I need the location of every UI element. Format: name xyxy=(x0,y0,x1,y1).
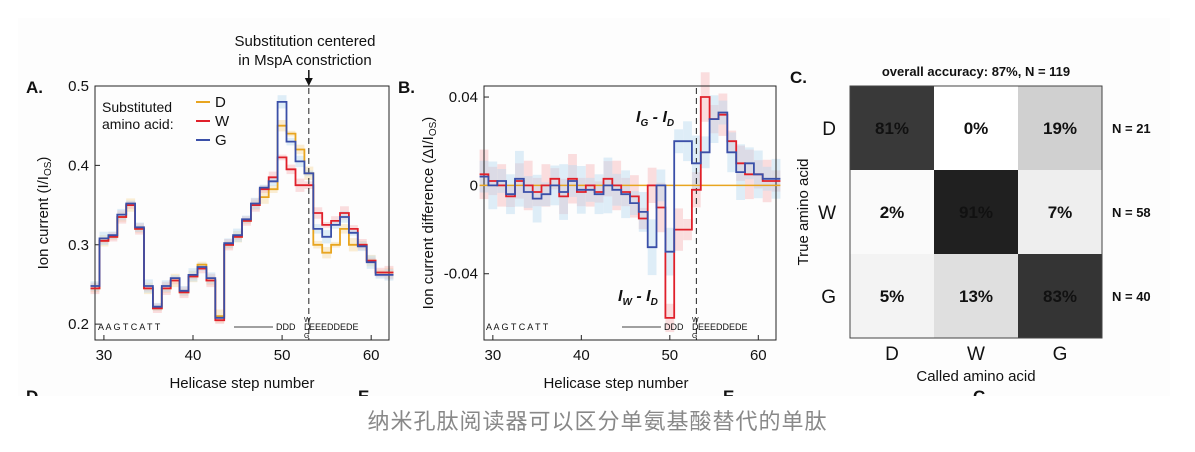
heatmap-cell-label: 0% xyxy=(964,119,989,138)
heatmap-row-count: N = 40 xyxy=(1112,289,1151,304)
panel-a-ytick-label: 0.5 xyxy=(68,78,89,95)
panel-a-sequence-mid: DDD xyxy=(276,322,296,332)
heatmap-frame xyxy=(849,85,1103,339)
panel-c-letter: C. xyxy=(790,68,807,87)
panel-a-sequence-right: EEEDDEDE xyxy=(309,322,359,332)
panel-b-line-g xyxy=(479,111,781,253)
panel-b-sequence-left: A A G T C A T T xyxy=(486,322,549,332)
heatmap-row-label: G xyxy=(821,287,836,308)
annotation-line-2: in MspA constriction xyxy=(238,52,371,69)
panel-b-ylabel: Ion current difference (ΔI/IOS) xyxy=(420,117,439,310)
panel-b-xlabel: Helicase step number xyxy=(543,375,688,392)
heatmap-cell xyxy=(850,170,934,254)
heatmap-cell xyxy=(1018,254,1102,338)
heatmap-col-label: W xyxy=(967,344,985,365)
panel-a-sub-g: G xyxy=(304,333,309,340)
panel-a-xtick-label: 30 xyxy=(96,347,113,364)
annotation-line-1: Substitution centered xyxy=(235,33,376,50)
heatmap-row-count: N = 21 xyxy=(1112,121,1151,136)
panel-a-sub-w: W xyxy=(304,317,311,324)
heatmap-row-label: D xyxy=(822,119,836,140)
panel-b-xtick-label: 40 xyxy=(573,347,590,364)
heatmap-cell xyxy=(1018,170,1102,254)
panel-b-frame xyxy=(483,85,777,341)
panel-b-sequence-right: EEEDDEDE xyxy=(698,322,748,332)
heatmap-cell-label: 19% xyxy=(1043,119,1077,138)
heatmap-cell-label: 13% xyxy=(959,287,993,306)
heatmap-cell-label: 7% xyxy=(1048,203,1073,222)
heatmap-row-count: N = 58 xyxy=(1112,205,1151,220)
panel-a-legend-label: G xyxy=(215,132,227,149)
heatmap-cell xyxy=(934,170,1018,254)
panel-b-letter: B. xyxy=(398,78,415,97)
cut-letter-e: E xyxy=(358,387,369,396)
panel-b-sub-d: D xyxy=(692,322,699,332)
heatmap-cell-label: 83% xyxy=(1043,287,1077,306)
figure-caption: 纳米孔肽阅读器可以区分单氨基酸替代的单肽 xyxy=(367,410,828,435)
cut-letter-d: D xyxy=(26,387,38,396)
panel-a-xtick-label: 60 xyxy=(363,347,380,364)
panel-a-sub-d: D xyxy=(304,322,311,332)
heatmap-col-label: G xyxy=(1053,344,1068,365)
heatmap-cell xyxy=(934,254,1018,338)
heatmap-cell-label: 81% xyxy=(875,119,909,138)
panel-a-ytick-label: 0.2 xyxy=(68,316,89,333)
panel-b-ytick-label: 0.04 xyxy=(449,89,478,106)
panel-c-xlabel: Called amino acid xyxy=(916,368,1035,385)
heatmap-cell xyxy=(850,86,934,170)
panel-a-letter: A. xyxy=(26,78,43,97)
panel-a-ytick-label: 0.3 xyxy=(68,237,89,254)
panel-b-sub-g: G xyxy=(692,333,697,340)
panel-b-label-g: IG - ID xyxy=(636,109,674,129)
heatmap-cell xyxy=(934,86,1018,170)
panel-b-xtick-label: 30 xyxy=(485,347,502,364)
panel-a-ylabel: Ion current (I/IOS) xyxy=(35,157,54,270)
heatmap-cell xyxy=(850,254,934,338)
panel-a-legend-title: amino acid: xyxy=(102,116,174,132)
panel-b-label-w: IW - ID xyxy=(618,288,658,308)
panel-a-legend-label: W xyxy=(215,113,230,130)
heatmap-cell-label: 2% xyxy=(880,203,905,222)
figure-card: A. 0.2 0.3 0.4 0.5 30 40 50 60 Ion current (I/IOS… xyxy=(18,18,1170,396)
heatmap-cell-label: 91% xyxy=(959,203,993,222)
cut-letter-c: C xyxy=(973,387,985,396)
panel-a-xtick-label: 50 xyxy=(274,347,291,364)
heatmap-col-label: D xyxy=(885,344,899,365)
figure-svg: A. 0.2 0.3 0.4 0.5 30 40 50 60 Ion current (I/IOS… xyxy=(26,33,1151,396)
panel-b-xtick-label: 60 xyxy=(750,347,767,364)
heatmap-row-label: W xyxy=(818,203,836,224)
panel-a-legend-label: D xyxy=(215,94,226,111)
panel-a-xlabel: Helicase step number xyxy=(169,375,314,392)
heatmap-cell xyxy=(1018,86,1102,170)
panel-a-frame xyxy=(94,85,390,341)
panel-a-xtick-label: 40 xyxy=(185,347,202,364)
annotation-arrow-head xyxy=(304,78,313,86)
panel-a-line-g xyxy=(90,101,394,319)
panel-b-sequence-mid: DDD xyxy=(664,322,684,332)
panel-c-ylabel: True amino acid xyxy=(795,159,812,266)
panel-a-sequence-left: A A G T C A T T xyxy=(98,322,161,332)
heatmap-cell-label: 5% xyxy=(880,287,905,306)
panel-a-legend-title: Substituted xyxy=(102,99,172,115)
panel-b-ytick-label: 0 xyxy=(470,177,478,194)
panel-b-xtick-label: 50 xyxy=(661,347,678,364)
panel-a-ytick-label: 0.4 xyxy=(68,157,89,174)
cut-letter-e2: E xyxy=(723,387,734,396)
panel-b-ytick-label: -0.04 xyxy=(444,266,478,283)
panel-c-title: overall accuracy: 87%, N = 119 xyxy=(882,64,1070,79)
panel-b-sub-w: W xyxy=(692,317,699,324)
